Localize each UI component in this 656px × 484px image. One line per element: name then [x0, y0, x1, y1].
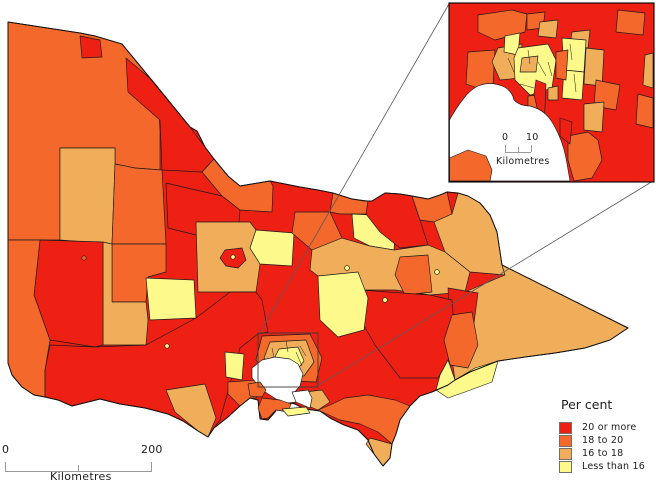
legend-swatch-red — [559, 421, 572, 434]
inset-callout-lines — [258, 3, 654, 387]
inset-map — [448, 2, 655, 183]
legend-label: 16 to 18 — [582, 448, 624, 459]
legend-title: Per cent — [561, 397, 613, 412]
phillip-island — [281, 406, 311, 417]
western-port-bay — [291, 389, 313, 409]
legend-swatch-tan — [559, 447, 572, 460]
state-outline — [7, 21, 629, 467]
inset-scalebar-unit: Kilometres — [496, 156, 550, 167]
inset-scalebar: 0 10 Kilometres — [496, 132, 558, 174]
legend-swatch-orange — [559, 434, 572, 447]
main-scalebar-end: 200 — [141, 443, 163, 456]
inset-border — [448, 2, 655, 183]
legend-label: 18 to 20 — [582, 435, 624, 446]
inset-scalebar-bar — [505, 145, 532, 153]
legend-row: 20 or more — [559, 421, 654, 434]
legend-swatch-yellow — [559, 460, 572, 473]
main-scalebar-unit: Kilometres — [50, 470, 112, 483]
main-map — [7, 21, 629, 467]
main-scalebar-bar — [5, 462, 152, 472]
main-scalebar-start: 0 — [2, 443, 10, 456]
inset-extent-rectangle — [257, 332, 319, 388]
legend-label: Less than 16 — [582, 461, 645, 472]
legend-row: 18 to 20 — [559, 434, 654, 447]
legend-label: 20 or more — [582, 422, 637, 433]
legend-row: Less than 16 — [559, 460, 654, 473]
inset-scalebar-end: 10 — [526, 132, 539, 143]
main-scalebar: 0 200 Kilometres — [2, 443, 165, 483]
mornington-peninsula — [257, 397, 292, 420]
region-polygons — [7, 21, 629, 467]
legend-row: 16 to 18 — [559, 447, 654, 460]
map-legend: Per cent 20 or more 18 to 20 16 to 18 Le… — [559, 397, 654, 473]
inset-region-polygons — [449, 9, 654, 182]
inset-scalebar-start: 0 — [502, 132, 509, 143]
